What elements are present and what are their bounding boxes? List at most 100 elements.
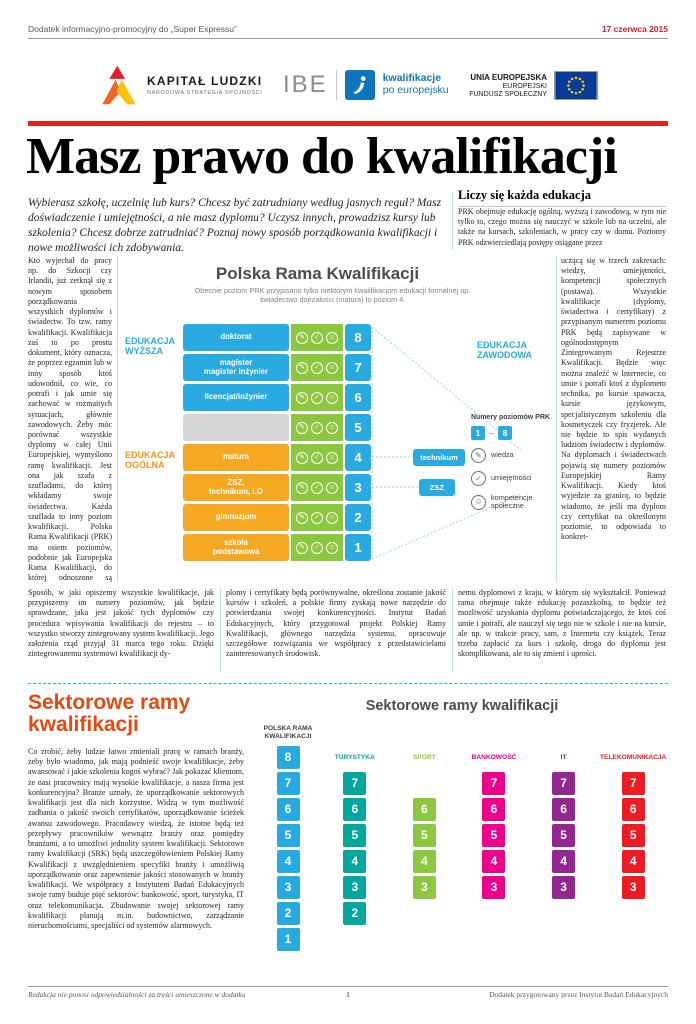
- prk-level-6-competence-icons: ✎ ✓ ☺: [291, 384, 343, 411]
- prk-level-5-number: 5: [345, 414, 371, 441]
- prk-level-8-label: doktorat: [183, 324, 289, 351]
- sector-slot-2: [390, 900, 460, 926]
- sector-level-box-5: 5: [343, 823, 367, 847]
- technikum-box: technikum: [413, 449, 465, 466]
- prk-level-6-label: licencjat/inżynier: [183, 384, 289, 411]
- knowledge-icon: ✎: [296, 421, 308, 434]
- sector-slot-4: 4: [390, 848, 460, 874]
- prk-slot-6: 6: [256, 796, 320, 822]
- kapital-ludzki-title: KAPITAŁ LUDZKI: [147, 74, 263, 88]
- legend-item-label: kompetencje społeczne: [491, 493, 533, 511]
- knowledge-icon: ✎: [296, 451, 308, 464]
- column-rule: [117, 256, 118, 582]
- sector-slot-5: 5: [598, 822, 668, 848]
- kapital-ludzki-text: KAPITAŁ LUDZKI NARODOWA STRATEGIA SPÓJNO…: [147, 74, 262, 96]
- sector-slot-8: SPORT: [390, 744, 460, 770]
- social-competence-icon: ☺: [326, 511, 338, 524]
- ibe-divider: [335, 70, 337, 100]
- sector-section-heading: Sektorowe ramy kwalifikacji: [28, 691, 191, 737]
- prk-level-5-competence-icons: ✎ ✓ ☺: [291, 414, 343, 441]
- prk-level-1-row: szkoła podstawowa ✎ ✓ ☺ 1: [183, 534, 371, 561]
- sector-level-box-6: 6: [621, 797, 645, 821]
- sector-slot-3: 3: [598, 874, 668, 900]
- sector-slot-8: BANKOWOŚĆ: [459, 744, 529, 770]
- sector-column-4: TELEKOMUNIKACJA 7 6 5 4 3: [598, 722, 668, 952]
- right-column-heading: Liczy się każda edukacja: [458, 188, 666, 207]
- sector-level-box-7: 7: [552, 771, 576, 795]
- prk-levels: doktorat ✎ ✓ ☺ 8 magister magister inżynier ✎ ✓…: [183, 324, 371, 564]
- sector-slot-5: 5: [459, 822, 529, 848]
- prk-level-7-competence-icons: ✎ ✓ ☺: [291, 354, 343, 381]
- prk-level-3-competence-icons: ✎ ✓ ☺: [291, 474, 343, 501]
- page-number: 1: [346, 990, 350, 999]
- sector-slot-5: 5: [390, 822, 460, 848]
- sector-level-box-3: 3: [412, 875, 436, 899]
- prk-slot-7: 7: [256, 770, 320, 796]
- sector-chart: Sektorowe ramy kwalifikacji POLSKA RAMA …: [256, 694, 668, 966]
- legend-item-label: wiedza: [491, 450, 514, 460]
- sector-slot-4: 4: [320, 848, 390, 874]
- sector-slot-2: [598, 900, 668, 926]
- eu-text: UNIA EUROPEJSKA EUROPEJSKI FUNDUSZ SPOŁE…: [469, 73, 547, 98]
- sector-level-box-3: 3: [482, 875, 506, 899]
- prk-level-box-6: 6: [276, 797, 300, 821]
- prk-slot-5: 5: [256, 822, 320, 848]
- ibe-wordmark: IBE: [283, 71, 328, 98]
- prk-level-7-label: magister magister inżynier: [183, 354, 289, 381]
- legend-item-label: umiejętności: [491, 473, 532, 483]
- article-left-column-2: Sposób, w jaki opiszemy wszystkie kwalif…: [28, 588, 214, 659]
- sector-slot-2: [459, 900, 529, 926]
- prk-level-box-7: 7: [276, 771, 300, 795]
- sector-level-box-4: 4: [343, 849, 367, 873]
- sector-level-box-3: 3: [343, 875, 367, 899]
- eu-line1: UNIA EUROPEJSKA: [470, 72, 547, 82]
- social-competence-icon: ☺: [326, 391, 338, 404]
- prk-level-4-label: matura: [183, 444, 289, 471]
- sector-slot-7: [390, 770, 460, 796]
- social-competence-icon: ☺: [326, 331, 338, 344]
- sector-level-box-7: 7: [343, 771, 367, 795]
- article-bottom-middle-column: plomy i certyfikaty będą porównywalne, o…: [226, 588, 446, 659]
- skills-icon: ✓: [311, 511, 323, 524]
- social-competence-icon: ☺: [326, 361, 338, 374]
- label-edukacja-zawodowa: EDUKACJA ZAWODOWA: [477, 340, 532, 361]
- sector-level-box-3: 3: [621, 875, 645, 899]
- footer-divider: [28, 986, 668, 987]
- sector-level-box-6: 6: [343, 797, 367, 821]
- sector-slot-1: [320, 926, 390, 952]
- sector-slot-1: [598, 926, 668, 952]
- prk-subtitle: Obecnie poziom PRK przypisano tylko niek…: [194, 286, 471, 305]
- legend-level-to: 8: [498, 426, 513, 440]
- headline: Masz prawo do kwalifikacji: [26, 128, 618, 185]
- column-rule: [556, 256, 557, 582]
- sector-column-3: IT 7 6 5 4 3: [529, 722, 599, 952]
- sector-column-1: SPORT 6 5 4 3: [390, 722, 460, 952]
- footer-credit: Dodatek przygotowany przez Instytut Bada…: [489, 990, 668, 999]
- sector-slot-6: 6: [598, 796, 668, 822]
- social-competence-icon: ☺: [326, 481, 338, 494]
- prk-title: Polska Rama Kwalifikacji: [215, 264, 420, 283]
- legend-item: ✓ umiejętności: [471, 471, 555, 486]
- supplement-label: Dodatek informacyjno-promocyjny do „Supe…: [28, 24, 237, 34]
- sector-slot-4: 4: [598, 848, 668, 874]
- dashed-divider: [28, 683, 668, 684]
- prk-infographic: Polska Rama Kwalifikacji Obecnie poziom …: [119, 252, 556, 582]
- prk-column: POLSKA RAMA KWALIFIKACJI 8 7 6 5 4 3 2 1: [256, 722, 320, 952]
- sector-slot-6: 6: [320, 796, 390, 822]
- prk-level-4-row: matura ✎ ✓ ☺ 4: [183, 444, 371, 471]
- legend-items: ✎ wiedza ✓ umiejętności ☺ kompetencje społecz…: [471, 448, 555, 510]
- prk-level-5-label: [183, 414, 289, 441]
- ibe-logo: IBE kwalifikacje po europejsku: [283, 70, 449, 100]
- knowledge-icon: ✎: [296, 511, 308, 524]
- knowledge-icon: ✎: [296, 391, 308, 404]
- article-right-column: uczącą się w trzech zakresach: wiedzy, u…: [561, 256, 666, 542]
- prk-level-1-number: 1: [345, 534, 371, 561]
- sector-slot-7: 7: [459, 770, 529, 796]
- prk-level-box-8: 8: [276, 745, 300, 769]
- ibe-tagline-line2: po europejsku: [382, 84, 449, 96]
- prk-slot-4: 4: [256, 848, 320, 874]
- lead-paragraph: Wybierasz szkołę, uczelnię lub kurs? Chc…: [28, 197, 442, 254]
- sector-slot-7: 7: [320, 770, 390, 796]
- legend-level-from: 1: [471, 426, 485, 440]
- sector-slot-3: 3: [320, 874, 390, 900]
